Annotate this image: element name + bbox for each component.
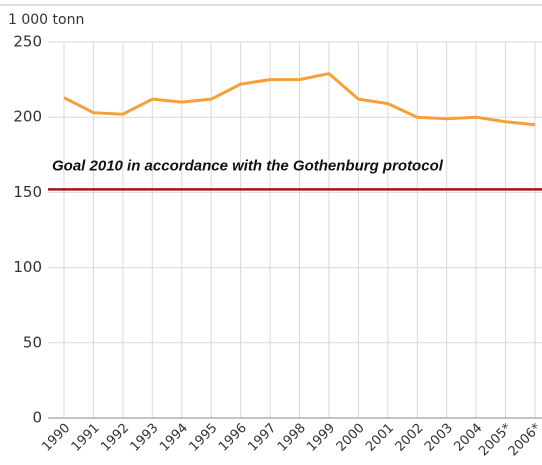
y-tick-label: 150 (13, 183, 42, 201)
x-tick-label: 1993 (128, 421, 162, 455)
y-axis-label: 1 000 tonn (8, 12, 84, 28)
x-tick-label: 1992 (98, 421, 132, 455)
x-tick-label: 2003 (422, 421, 456, 455)
x-tick-label: 1991 (69, 421, 103, 455)
x-tick-label: 1998 (275, 421, 309, 455)
y-tick-label: 0 (32, 409, 42, 427)
data-line (63, 72, 536, 127)
y-tick-label: 200 (13, 108, 42, 126)
x-tick-label: 1990 (39, 421, 73, 455)
x-tick-label: 2002 (393, 421, 427, 455)
y-tick-label: 250 (13, 33, 42, 51)
y-tick-label: 100 (13, 258, 42, 276)
x-tick-label: 2001 (363, 421, 397, 455)
x-tick-label: 1996 (216, 421, 250, 455)
y-tick-label: 50 (23, 333, 42, 351)
x-tick-label: 1999 (304, 421, 338, 455)
reference-label: Goal 2010 in accordance with the Gothenb… (52, 157, 444, 174)
x-tick-label: 2006* (506, 420, 542, 459)
x-tick-label: 1995 (186, 421, 220, 455)
x-tick-label: 1994 (157, 421, 191, 455)
x-tick-label: 1997 (245, 421, 279, 455)
x-tick-label: 2000 (334, 421, 368, 455)
